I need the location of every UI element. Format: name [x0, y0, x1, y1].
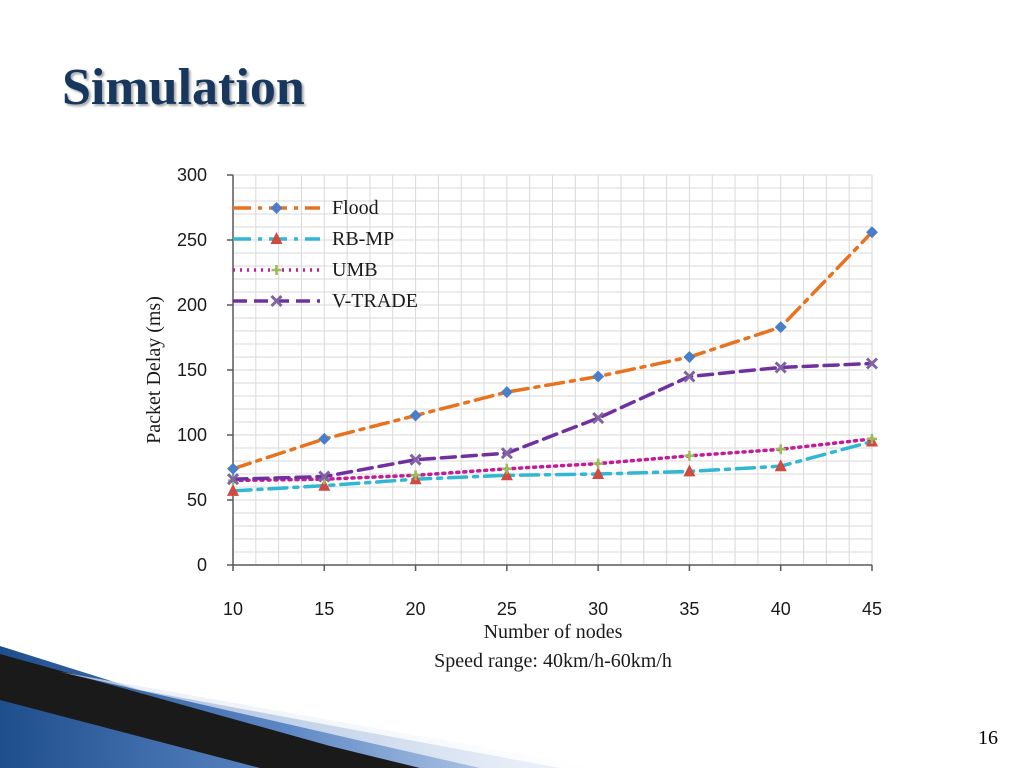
- y-tick-label: 50: [187, 490, 207, 510]
- data-point-flood: [227, 462, 239, 475]
- series-line-v-trade: [231, 361, 874, 481]
- data-point-umb: [410, 470, 421, 481]
- x-tick-label: 30: [588, 599, 608, 619]
- footer-swoosh-dark: [0, 654, 420, 768]
- x-tick-label: 40: [771, 599, 791, 619]
- x-axis-label: Number of nodes: [484, 621, 623, 643]
- data-point-flood: [500, 386, 513, 399]
- footer-swoosh-blue: [0, 646, 560, 768]
- chart-legend: Flood RB-MP UMB V-TRADE: [233, 197, 418, 312]
- y-axis-label: Packet Delay (ms): [143, 296, 165, 444]
- data-point-v-trade: [226, 473, 240, 486]
- x-tick-label: 10: [223, 599, 243, 619]
- y-tick-label: 0: [197, 555, 207, 575]
- data-point-flood: [318, 432, 331, 445]
- data-point-rb-mp: [592, 467, 605, 479]
- data-point-umb: [867, 433, 877, 444]
- data-point-umb: [593, 458, 604, 469]
- data-point-v-trade: [865, 357, 879, 370]
- data-point-v-trade: [318, 470, 331, 483]
- legend-item-umb: UMB: [233, 259, 378, 281]
- legend-label: Flood: [332, 197, 379, 219]
- data-point-v-trade: [683, 370, 696, 383]
- y-tick-label: 300: [177, 165, 207, 185]
- chart-caption: Speed range: 40km/h-60km/h: [434, 650, 672, 672]
- x-tick-label: 25: [497, 599, 517, 619]
- data-point-umb: [501, 463, 512, 474]
- legend-item-v-trade: V-TRADE: [233, 290, 418, 312]
- data-point-rb-mp: [683, 464, 696, 477]
- legend-marker: [271, 265, 282, 275]
- x-tick-label: 20: [406, 599, 426, 619]
- data-point-v-trade: [774, 361, 787, 374]
- data-point-flood: [592, 370, 605, 383]
- page-number: 16: [978, 727, 998, 749]
- legend-label: UMB: [332, 259, 378, 281]
- legend-label: V-TRADE: [332, 290, 418, 312]
- data-point-rb-mp: [500, 468, 513, 481]
- series-line-umb: [231, 437, 874, 483]
- data-point-rb-mp: [774, 459, 787, 472]
- series-v-trade: [226, 357, 879, 486]
- data-point-flood: [409, 409, 422, 422]
- chart-series: [226, 226, 879, 496]
- x-tick-label: 45: [862, 599, 882, 619]
- y-tick-label: 200: [177, 295, 207, 315]
- data-point-flood: [683, 351, 696, 363]
- legend-marker: [270, 294, 283, 308]
- data-point-v-trade: [409, 453, 422, 466]
- data-point-umb: [684, 450, 695, 461]
- data-point-rb-mp: [318, 478, 331, 491]
- legend-item-flood: Flood: [233, 197, 379, 219]
- series-line-flood: [231, 230, 874, 471]
- y-tick-label: 150: [177, 360, 207, 380]
- legend-marker: [270, 232, 283, 244]
- legend-marker: [270, 202, 283, 214]
- data-point-rb-mp: [227, 483, 239, 496]
- y-tick-label: 100: [177, 425, 207, 445]
- footer-swoosh-light: [60, 672, 600, 768]
- legend-label: RB-MP: [332, 228, 394, 250]
- legend-item-rb-mp: RB-MP: [233, 228, 394, 250]
- x-tick-label: 35: [679, 599, 699, 619]
- data-point-flood: [774, 321, 787, 334]
- data-point-v-trade: [500, 447, 513, 460]
- chart-background: [140, 160, 890, 680]
- slide-title: Simulation: [62, 59, 305, 116]
- series-flood: [227, 226, 878, 475]
- y-tick-label: 250: [177, 230, 207, 250]
- data-point-flood: [866, 226, 878, 239]
- x-tick-label: 15: [314, 599, 334, 619]
- series-line-rb-mp: [231, 439, 874, 493]
- data-point-umb: [775, 444, 786, 455]
- data-point-v-trade: [592, 412, 605, 425]
